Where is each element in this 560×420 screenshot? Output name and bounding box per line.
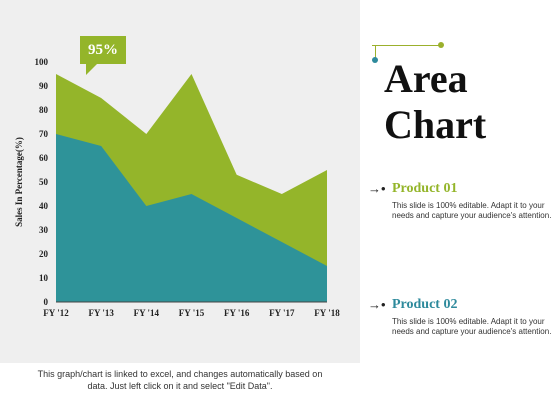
x-tick-label: FY '16 <box>224 308 250 318</box>
y-tick-label: 80 <box>39 105 49 115</box>
y-tick-label: 30 <box>39 225 49 235</box>
product-description: This slide is 100% editable. Adapt it to… <box>392 201 552 220</box>
y-tick-label: 0 <box>44 297 49 307</box>
decorative-dot-green <box>438 42 444 48</box>
y-tick-label: 100 <box>35 57 49 67</box>
decorative-line <box>372 45 440 46</box>
area-chart: 0 10 20 30 40 50 60 70 80 90 100 FY '12 FY '13 FY '14… <box>14 57 340 318</box>
y-tick-label: 10 <box>39 273 49 283</box>
x-tick-label: FY '18 <box>314 308 340 318</box>
x-tick-label: FY '13 <box>88 308 114 318</box>
chart-panel: 0 10 20 30 40 50 60 70 80 90 100 FY '12 FY '13 FY '14… <box>0 0 360 363</box>
y-tick-label: 60 <box>39 153 49 163</box>
decorative-dot-teal <box>372 57 378 63</box>
y-axis-label: Sales In Percentage(%) <box>14 137 24 227</box>
product-name: Product 01 <box>392 181 458 196</box>
y-tick-label: 50 <box>39 177 49 187</box>
area-series-2 <box>56 134 327 302</box>
x-tick-label: FY '12 <box>43 308 69 318</box>
arrow-icon: →• <box>368 181 386 196</box>
product-description: This slide is 100% editable. Adapt it to… <box>392 317 552 336</box>
x-tick-label: FY '17 <box>269 308 295 318</box>
peak-callout: 95% <box>80 36 126 75</box>
y-tick-label: 20 <box>39 249 49 259</box>
footnote: This graph/chart is linked to excel, and… <box>37 369 323 391</box>
y-tick-label: 90 <box>39 81 49 91</box>
page-title: Area Chart <box>384 56 487 147</box>
x-tick-label: FY '15 <box>179 308 205 318</box>
decorative-vline <box>375 45 376 60</box>
y-tick-label: 70 <box>39 129 49 139</box>
arrow-icon: →• <box>368 297 386 312</box>
x-tick-label: FY '14 <box>134 308 160 318</box>
y-tick-label: 40 <box>39 201 49 211</box>
product-name: Product 02 <box>392 297 458 312</box>
